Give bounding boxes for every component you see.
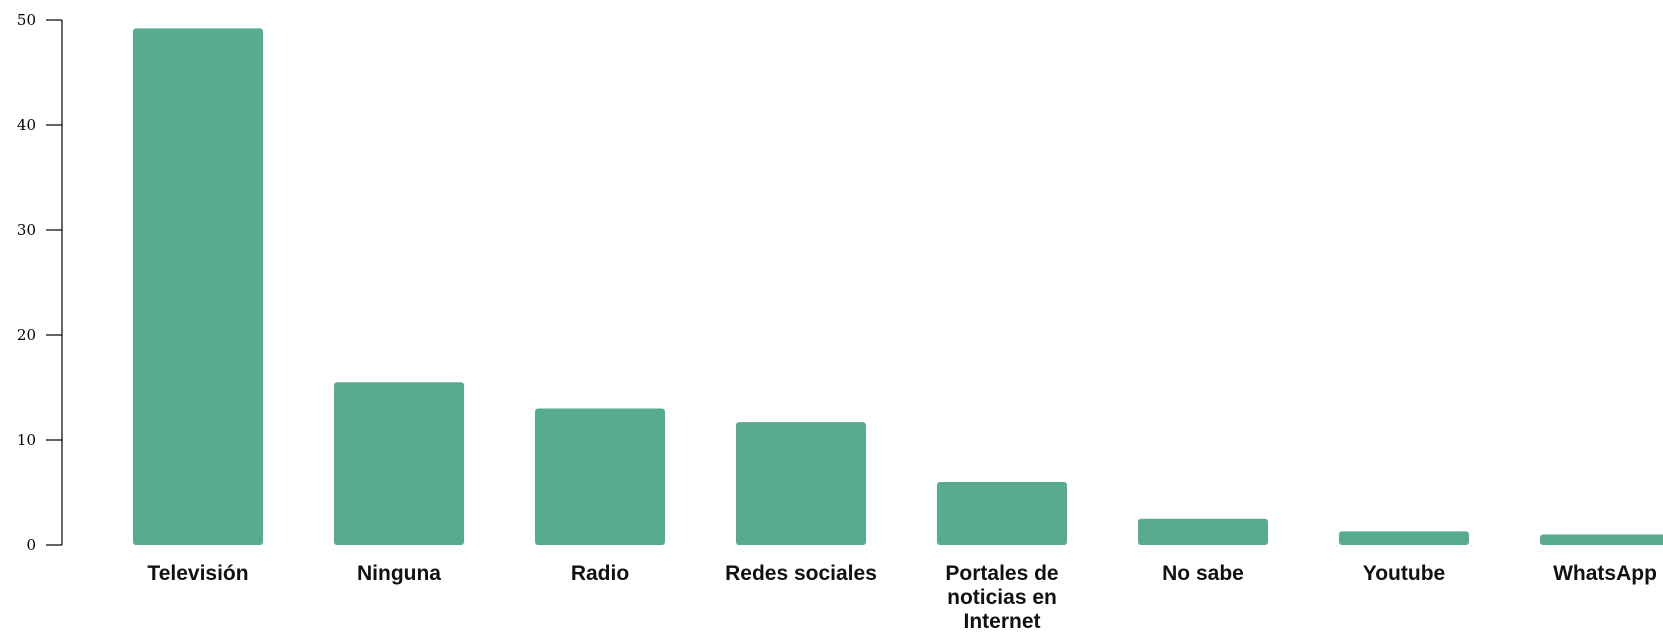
x-axis-labels: Televisión Ninguna Radio Redes sociales Port… xyxy=(147,562,1656,633)
x-tick-label: Redes sociales xyxy=(725,562,877,585)
bars xyxy=(133,28,1663,545)
x-tick-label: Televisión xyxy=(147,562,248,585)
x-tick-label: Radio xyxy=(571,562,629,585)
x-tick-label: Ninguna xyxy=(357,562,441,585)
bar xyxy=(535,408,665,545)
y-tick-label: 10 xyxy=(17,431,36,449)
bar xyxy=(1339,531,1469,545)
x-tick-label: WhatsApp xyxy=(1553,562,1657,585)
x-tick-label: No sabe xyxy=(1162,562,1244,585)
y-tick-label: 0 xyxy=(26,536,36,554)
bar xyxy=(334,382,464,545)
bar xyxy=(1138,518,1268,545)
y-tick-label: 20 xyxy=(17,326,36,344)
y-tick-label: 30 xyxy=(17,221,36,239)
x-tick-label: Youtube xyxy=(1363,562,1445,585)
bar xyxy=(937,482,1067,545)
y-tick-label: 50 xyxy=(17,11,36,29)
y-tick-label: 40 xyxy=(17,116,36,134)
bar xyxy=(736,422,866,545)
x-tick-label: Portales de noticias en Internet xyxy=(945,562,1058,633)
bar xyxy=(133,28,263,545)
y-axis: 0 10 20 30 40 50 xyxy=(17,11,63,554)
bar xyxy=(1540,534,1663,545)
